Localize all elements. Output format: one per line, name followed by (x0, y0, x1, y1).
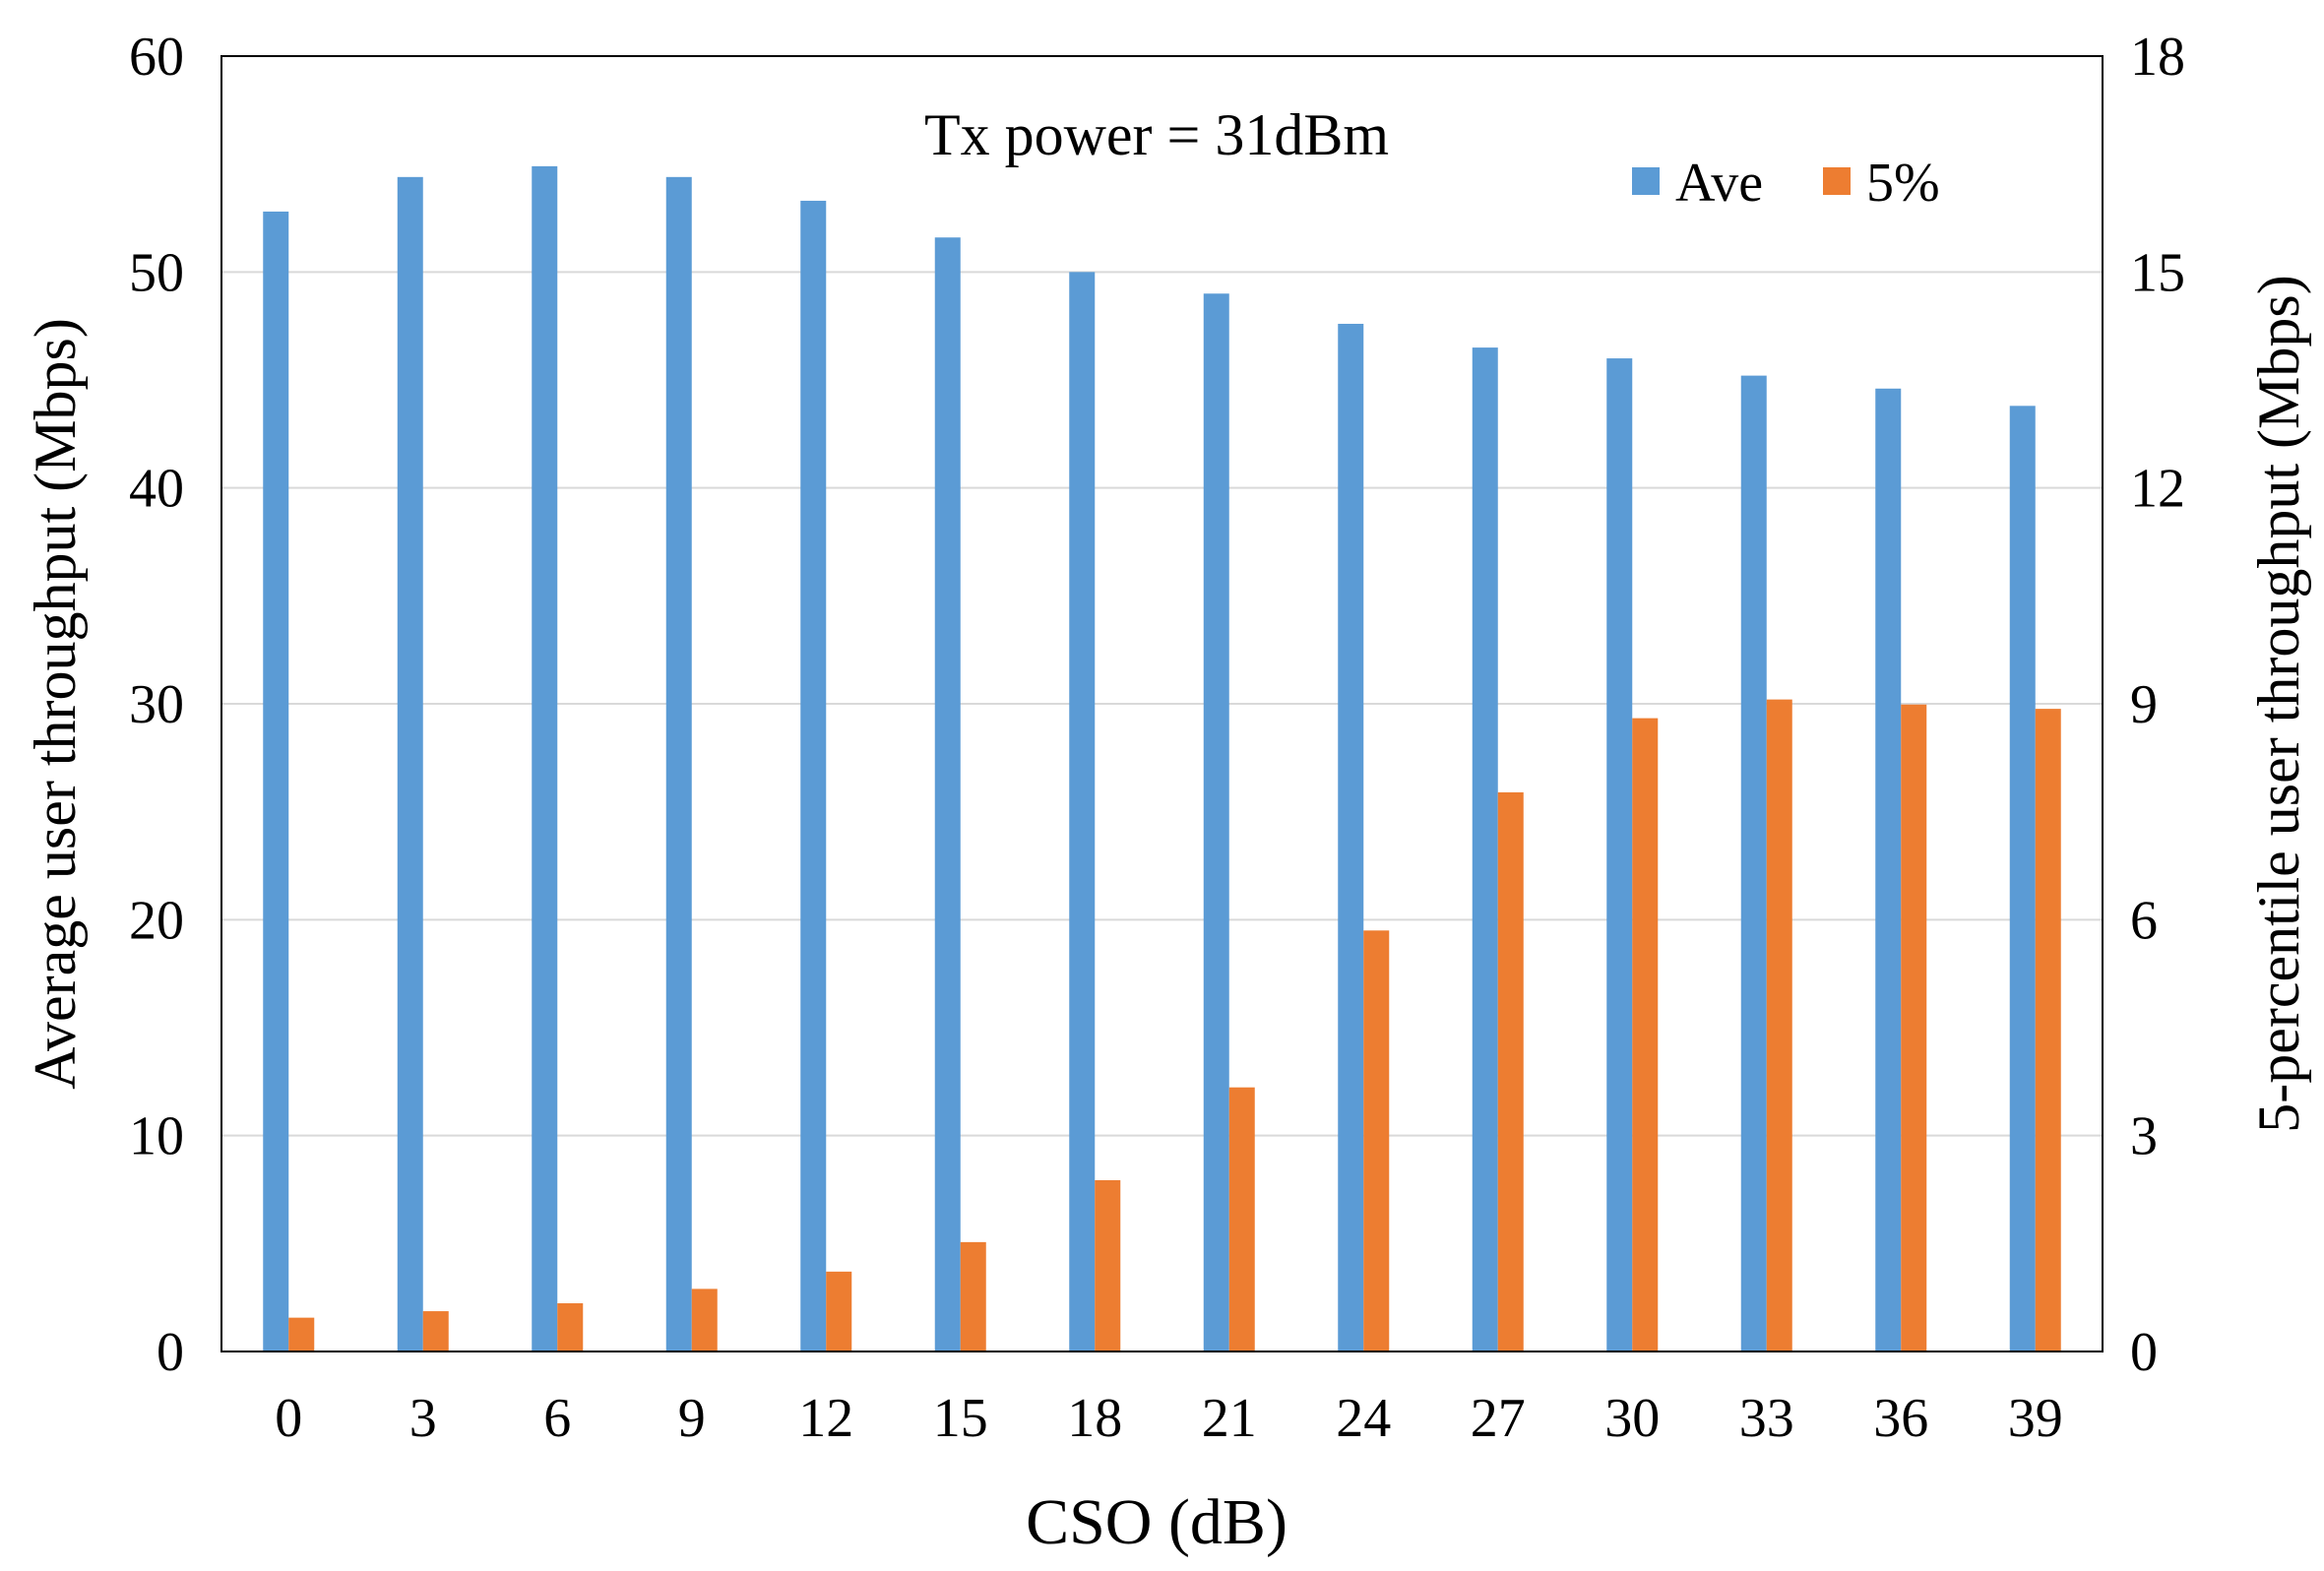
y-tick-label-right: 15 (2130, 242, 2185, 303)
y-tick-label-left: 0 (157, 1322, 184, 1383)
bar-5pct (1363, 930, 1390, 1351)
bars (263, 165, 2061, 1352)
x-tick-label: 36 (1873, 1388, 1928, 1449)
y-tick-label-right: 12 (2130, 459, 2185, 520)
bar-ave (800, 200, 827, 1351)
x-tick-label: 18 (1067, 1388, 1122, 1449)
x-tick-label: 30 (1604, 1388, 1660, 1449)
x-axis-label: CSO (dB) (1026, 1486, 1288, 1558)
y-axis-label-left: Average user throughput (Mbps) (23, 318, 88, 1090)
bar-ave (665, 176, 692, 1351)
x-tick-label: 27 (1471, 1388, 1526, 1449)
x-tick-label: 9 (678, 1388, 706, 1449)
legend-swatch (1632, 167, 1660, 195)
bar-5pct (960, 1241, 986, 1351)
x-tick-label: 24 (1336, 1388, 1391, 1449)
bar-5pct (1095, 1179, 1121, 1351)
x-tick-label: 15 (933, 1388, 988, 1449)
bar-ave (1472, 347, 1498, 1352)
x-tick-label: 21 (1202, 1388, 1257, 1449)
bar-5pct (1632, 718, 1659, 1351)
x-tick-label: 33 (1739, 1388, 1794, 1449)
x-tick-label: 3 (409, 1388, 437, 1449)
y-tick-label-right: 0 (2130, 1322, 2158, 1383)
y-tick-label-left: 10 (129, 1106, 184, 1167)
y-tick-label-left: 60 (129, 27, 184, 88)
x-tick-label: 0 (275, 1388, 302, 1449)
right-axis-ticks: 0 3 6 9 12 15 18 (2130, 27, 2185, 1383)
x-tick-label: 39 (2008, 1388, 2063, 1449)
bar-5pct (1497, 791, 1524, 1351)
legend-label: 5% (1866, 153, 1940, 214)
y-tick-label-left: 20 (129, 890, 184, 951)
bar-5pct (557, 1303, 584, 1351)
legend-swatch (1823, 167, 1851, 195)
bar-ave (1875, 388, 1902, 1352)
y-tick-label-left: 40 (129, 459, 184, 520)
plot-area-frame (220, 55, 2104, 1352)
bar-ave (1203, 293, 1229, 1352)
chart-title: Tx power = 31dBm (924, 102, 1389, 167)
x-tick-label: 6 (543, 1388, 571, 1449)
bar-5pct (1901, 704, 1927, 1351)
bar-ave (1338, 323, 1364, 1351)
left-axis-ticks: 0 10 20 30 40 50 60 (129, 27, 184, 1383)
y-tick-label-right: 6 (2130, 890, 2158, 951)
bar-ave (1069, 272, 1096, 1351)
bar-ave (263, 211, 289, 1351)
bar-5pct (1228, 1087, 1255, 1351)
bar-ave (2009, 406, 2036, 1351)
bar-5pct (288, 1317, 315, 1351)
bar-ave (1606, 358, 1633, 1352)
bar-ave (934, 237, 961, 1352)
bar-5pct (2035, 709, 2061, 1351)
bar-5pct (691, 1288, 718, 1351)
legend: Ave 5% (1632, 153, 1940, 214)
x-tick-label: 12 (798, 1388, 853, 1449)
bar-ave (1740, 375, 1767, 1351)
legend-label: Ave (1675, 153, 1763, 214)
y-axis-label-right: 5-percentile user throughput (Mbps) (2246, 275, 2311, 1132)
gridlines (221, 271, 2103, 1137)
bar-ave (532, 165, 558, 1352)
y-tick-label-left: 30 (129, 674, 184, 735)
y-tick-label-right: 9 (2130, 674, 2158, 735)
bar-5pct (422, 1311, 449, 1351)
x-axis-ticks: 0 3 6 9 12 15 18 21 24 27 30 33 36 39 (275, 1388, 2063, 1449)
bar-5pct (1766, 699, 1792, 1351)
y-tick-label-right: 3 (2130, 1106, 2158, 1167)
bar-5pct (826, 1271, 852, 1351)
y-tick-label-left: 50 (129, 242, 184, 303)
y-tick-label-right: 18 (2130, 27, 2185, 88)
bar-ave (397, 176, 423, 1351)
